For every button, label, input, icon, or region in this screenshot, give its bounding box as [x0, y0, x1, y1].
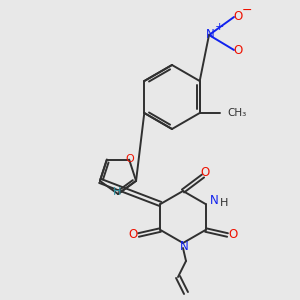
- Text: N: N: [210, 194, 219, 208]
- Text: O: O: [126, 154, 134, 164]
- Text: O: O: [200, 166, 210, 178]
- Text: −: −: [242, 4, 252, 16]
- Text: H: H: [113, 188, 122, 197]
- Text: H: H: [220, 198, 229, 208]
- Text: CH₃: CH₃: [228, 108, 247, 118]
- Text: O: O: [129, 229, 138, 242]
- Text: +: +: [214, 22, 224, 32]
- Text: N: N: [180, 241, 188, 254]
- Text: O: O: [233, 44, 243, 58]
- Text: O: O: [233, 11, 243, 23]
- Text: O: O: [228, 229, 237, 242]
- Text: N: N: [206, 28, 214, 41]
